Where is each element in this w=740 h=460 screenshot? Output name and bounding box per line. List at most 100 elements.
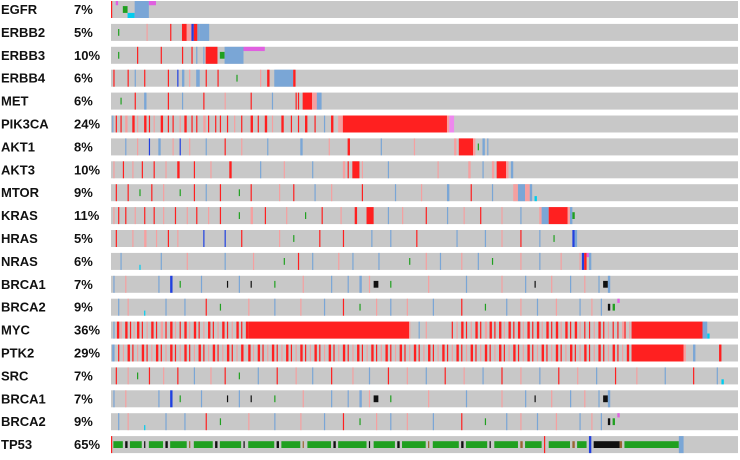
- gene-label: BRCA1: [1, 391, 46, 406]
- alteration-amplification: [342, 298, 345, 316]
- alteration-amplification: [451, 321, 453, 339]
- gene-track-met: [111, 92, 738, 110]
- alteration-amplification: [475, 321, 478, 339]
- alteration-gain: [473, 138, 476, 156]
- gene-label: PTK2: [1, 346, 34, 361]
- alteration-gain: [248, 413, 250, 431]
- alteration-missense: [122, 6, 128, 13]
- alteration-gain: [593, 344, 595, 362]
- alteration-gain: [607, 321, 610, 339]
- alteration-shallow-deletion: [716, 367, 718, 385]
- alteration-shallow-deletion: [371, 230, 373, 247]
- alteration-truncating: [534, 280, 536, 288]
- alteration-truncating: [603, 280, 608, 288]
- alteration-amplification: [494, 321, 496, 339]
- alteration-gain: [224, 92, 226, 110]
- alteration-amplification: [141, 161, 143, 179]
- alteration-amplification: [116, 321, 120, 339]
- alteration-amplification: [361, 344, 363, 362]
- alteration-amplification: [513, 344, 516, 362]
- alteration-missense: [390, 280, 392, 288]
- alteration-gain: [520, 413, 522, 431]
- alteration-shallow-deletion: [257, 367, 259, 385]
- alteration-gain: [541, 321, 543, 339]
- alteration-amplification: [465, 321, 468, 339]
- alteration-gain: [137, 115, 139, 133]
- alteration-amplification: [489, 321, 492, 339]
- alteration-gain: [165, 344, 167, 362]
- gene-label: ERBB3: [1, 48, 45, 63]
- gene-label: BRCA2: [1, 300, 46, 315]
- alteration-amplification: [458, 138, 474, 156]
- alteration-shallow-deletion: [579, 413, 581, 431]
- alteration-truncating: [125, 441, 128, 448]
- alteration-amplification: [302, 92, 313, 110]
- alteration-amplification: [560, 344, 562, 362]
- alteration-deep-deletion: [177, 69, 179, 87]
- alteration-inframe: [520, 441, 523, 448]
- alteration-amplification: [191, 46, 193, 64]
- alteration-amplification: [333, 344, 335, 362]
- alteration-shallow-deletion: [205, 184, 207, 202]
- alteration-amplification: [115, 184, 117, 202]
- alteration-amplification: [212, 344, 216, 362]
- alteration-gain: [539, 207, 542, 225]
- alteration-shallow-deletion: [112, 115, 114, 133]
- alteration-gain: [368, 275, 371, 293]
- alteration-amplification: [193, 321, 197, 339]
- alteration-gain: [565, 344, 567, 362]
- alteration-truncating: [226, 280, 229, 288]
- alteration-shallow-deletion: [323, 115, 326, 133]
- gene-label: EGFR: [1, 2, 38, 17]
- alteration-shallow-deletion: [196, 46, 198, 64]
- alteration-shallow-deletion: [224, 46, 244, 64]
- gene-label: SRC: [1, 368, 29, 383]
- alteration-amplification: [170, 344, 173, 362]
- alteration-amplification: [196, 115, 198, 133]
- alteration-amplification: [470, 184, 472, 202]
- alteration-shallow-deletion: [477, 252, 479, 270]
- alteration-gain: [468, 161, 471, 179]
- alteration-gain: [446, 115, 450, 133]
- gene-label: AKT3: [1, 162, 35, 177]
- alteration-amplification: [314, 115, 316, 133]
- alteration-truncating: [215, 441, 218, 448]
- alteration-amplification: [181, 23, 187, 41]
- alteration-missense: [219, 441, 242, 448]
- alteration-amplification: [262, 344, 264, 362]
- alteration-missense: [236, 74, 238, 82]
- alteration-shallow-deletion: [199, 23, 210, 41]
- alteration-amplification: [461, 321, 464, 339]
- alteration-gain: [402, 207, 404, 225]
- altered-percent-label: 5%: [74, 231, 93, 246]
- alteration-shallow-deletion: [529, 184, 533, 202]
- alteration-gain: [241, 138, 243, 156]
- alteration-shallow-deletion: [181, 69, 185, 87]
- alteration-amplification: [357, 344, 360, 362]
- alteration-amplification: [167, 115, 169, 133]
- alteration-shallow-deletion: [165, 413, 167, 431]
- alteration-gain: [300, 298, 302, 316]
- alteration-amplification: [574, 344, 576, 362]
- alteration-gain: [629, 321, 631, 339]
- alteration-missense: [120, 97, 122, 105]
- alteration-amplification: [134, 92, 136, 110]
- alteration-gain: [551, 275, 553, 293]
- alteration-amplification: [127, 184, 129, 202]
- alteration-shallow-deletion: [260, 161, 262, 179]
- alteration-gain: [203, 115, 206, 133]
- alteration-amplification: [205, 69, 207, 87]
- alteration-amplification: [184, 115, 187, 133]
- alteration-shallow-deletion: [607, 390, 611, 408]
- alteration-shallow-deletion: [193, 367, 196, 385]
- alteration-shallow-deletion: [456, 230, 458, 247]
- alteration-fusion: [115, 1, 119, 6]
- alteration-amplification: [226, 115, 229, 133]
- alteration-shallow-deletion: [274, 69, 279, 87]
- alteration-amplification: [198, 321, 200, 339]
- alteration-gain: [125, 275, 127, 293]
- gene-label: BRCA2: [1, 414, 46, 429]
- alteration-gain: [295, 367, 297, 385]
- alteration-shallow-deletion: [387, 207, 390, 225]
